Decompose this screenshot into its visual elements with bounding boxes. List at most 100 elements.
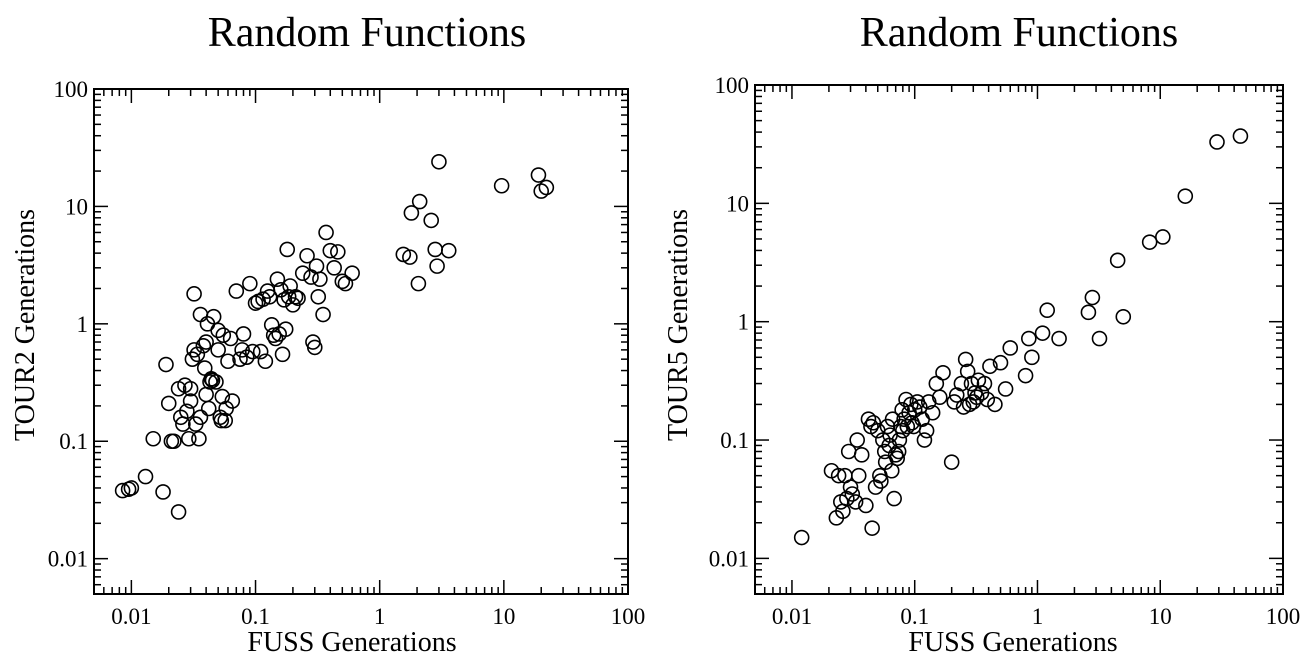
y-tick-label: 0.1	[59, 429, 88, 454]
data-point	[423, 212, 440, 229]
data-point	[440, 242, 457, 259]
data-point	[192, 409, 209, 426]
data-point	[1084, 289, 1101, 306]
x-tick-label: 0.01	[772, 604, 812, 629]
data-point	[1002, 340, 1019, 356]
data-point	[182, 393, 199, 409]
data-points	[793, 128, 1249, 546]
data-point	[186, 342, 202, 358]
data-point	[123, 480, 140, 496]
x-tick-label: 10	[1149, 604, 1172, 629]
data-point	[1051, 330, 1067, 347]
data-point	[261, 288, 278, 305]
data-point	[200, 400, 217, 417]
data-point	[220, 353, 236, 370]
data-point	[184, 351, 201, 367]
data-point	[308, 258, 325, 274]
data-point	[493, 177, 510, 194]
data-point	[858, 497, 874, 514]
data-point	[850, 467, 867, 484]
data-point	[979, 391, 996, 408]
data-point	[337, 275, 354, 292]
data-point	[232, 351, 248, 367]
data-point	[322, 242, 339, 259]
chart-title: Random Functions	[208, 10, 527, 56]
data-point	[145, 430, 162, 447]
data-point	[269, 271, 286, 287]
data-point	[924, 404, 941, 421]
data-point	[235, 326, 252, 342]
data-point	[344, 265, 360, 281]
data-point	[244, 343, 261, 360]
x-tick-label: 100	[611, 604, 646, 629]
data-point	[263, 317, 280, 333]
y-tick-label: 1	[77, 312, 89, 337]
data-point	[402, 249, 418, 265]
axis-ticks	[754, 84, 1284, 595]
data-point	[189, 346, 206, 363]
data-point	[1021, 330, 1037, 347]
data-point	[114, 482, 131, 499]
y-tick-label: 1	[738, 310, 750, 335]
data-point	[873, 473, 889, 489]
data-point	[839, 490, 855, 507]
data-point	[963, 375, 980, 392]
y-tick-label: 10	[726, 191, 749, 216]
data-point	[330, 244, 346, 260]
scatter-chart-tour2: Random Functions FUSS Generations TOUR2 …	[10, 10, 646, 656]
data-point	[217, 412, 234, 429]
data-point	[928, 375, 945, 392]
chart-title: Random Functions	[860, 10, 1179, 56]
data-point	[1080, 304, 1097, 321]
data-point	[160, 395, 177, 412]
data-point	[889, 450, 906, 467]
data-point	[1017, 367, 1034, 384]
data-point	[844, 486, 861, 502]
data-point	[179, 403, 195, 420]
data-point	[1024, 349, 1040, 366]
data-point	[538, 179, 555, 196]
data-point	[257, 353, 274, 370]
y-tick-label: 100	[715, 73, 750, 98]
data-point	[192, 306, 209, 323]
data-point	[170, 504, 187, 520]
data-point	[830, 467, 847, 484]
data-point	[196, 360, 213, 376]
data-point	[255, 291, 271, 308]
data-point	[166, 433, 182, 450]
data-point	[842, 479, 859, 495]
y-tick-labels: 0.01 0.1 1 10 100	[48, 77, 88, 572]
data-point	[911, 399, 928, 415]
x-tick-label: 1	[374, 604, 386, 629]
data-point	[334, 273, 351, 290]
x-axis-label: FUSS Generations	[908, 627, 1117, 656]
data-point	[429, 258, 445, 274]
data-point	[992, 354, 1009, 371]
data-point	[894, 402, 910, 418]
data-point	[946, 394, 963, 410]
data-point	[953, 375, 970, 392]
data-point	[1039, 302, 1055, 319]
data-point	[1141, 234, 1158, 250]
data-point	[865, 414, 882, 431]
data-point	[155, 484, 171, 500]
y-axis-label: TOUR5 Generations	[663, 209, 694, 441]
data-point	[203, 371, 220, 387]
data-point	[180, 430, 197, 447]
data-point	[277, 321, 294, 338]
data-point	[943, 454, 960, 470]
x-tick-label: 0.01	[111, 604, 151, 629]
data-point	[287, 288, 304, 305]
data-point	[210, 322, 226, 339]
x-axis-label: FUSS Generations	[247, 627, 456, 656]
data-point	[793, 529, 810, 546]
data-point	[931, 389, 948, 406]
data-point	[265, 327, 282, 344]
data-point	[847, 494, 864, 510]
data-point	[395, 246, 412, 263]
data-point	[1155, 229, 1171, 245]
data-point	[191, 430, 207, 447]
data-point	[238, 349, 255, 365]
data-point	[274, 346, 291, 363]
data-point	[312, 271, 328, 287]
